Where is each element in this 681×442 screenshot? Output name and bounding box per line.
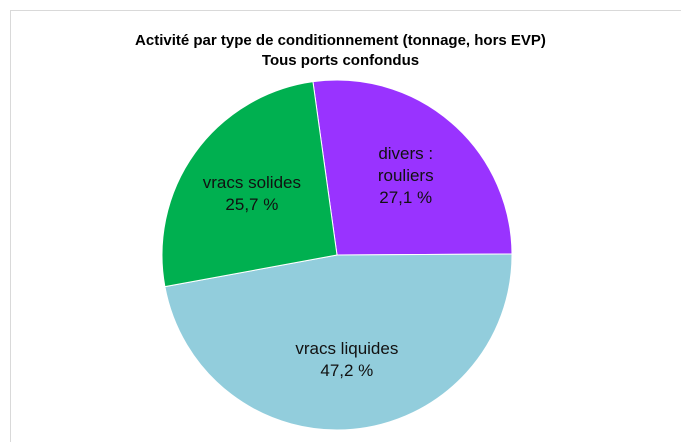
value-label: 25,7 % <box>225 194 279 214</box>
category-label: divers : rouliers <box>377 143 434 185</box>
category-label: vracs solides <box>202 172 301 192</box>
slice-label: vracs liquides 47,2 % <box>262 338 432 382</box>
frame <box>10 10 681 442</box>
slice-label: divers : rouliers 27,1 % <box>351 143 461 209</box>
category-label: vracs liquides <box>295 338 399 358</box>
value-label: 47,2 % <box>320 360 374 380</box>
chart-subtitle: Tous ports confondus <box>261 52 420 69</box>
pie-slice <box>164 253 513 431</box>
slice-label: vracs solides 25,7 % <box>167 172 337 216</box>
pie-slice <box>161 81 338 288</box>
chart-title: Activité par type de conditionnement (to… <box>135 32 546 49</box>
pie-slice <box>312 79 513 256</box>
value-label: 27,1 % <box>379 187 433 207</box>
